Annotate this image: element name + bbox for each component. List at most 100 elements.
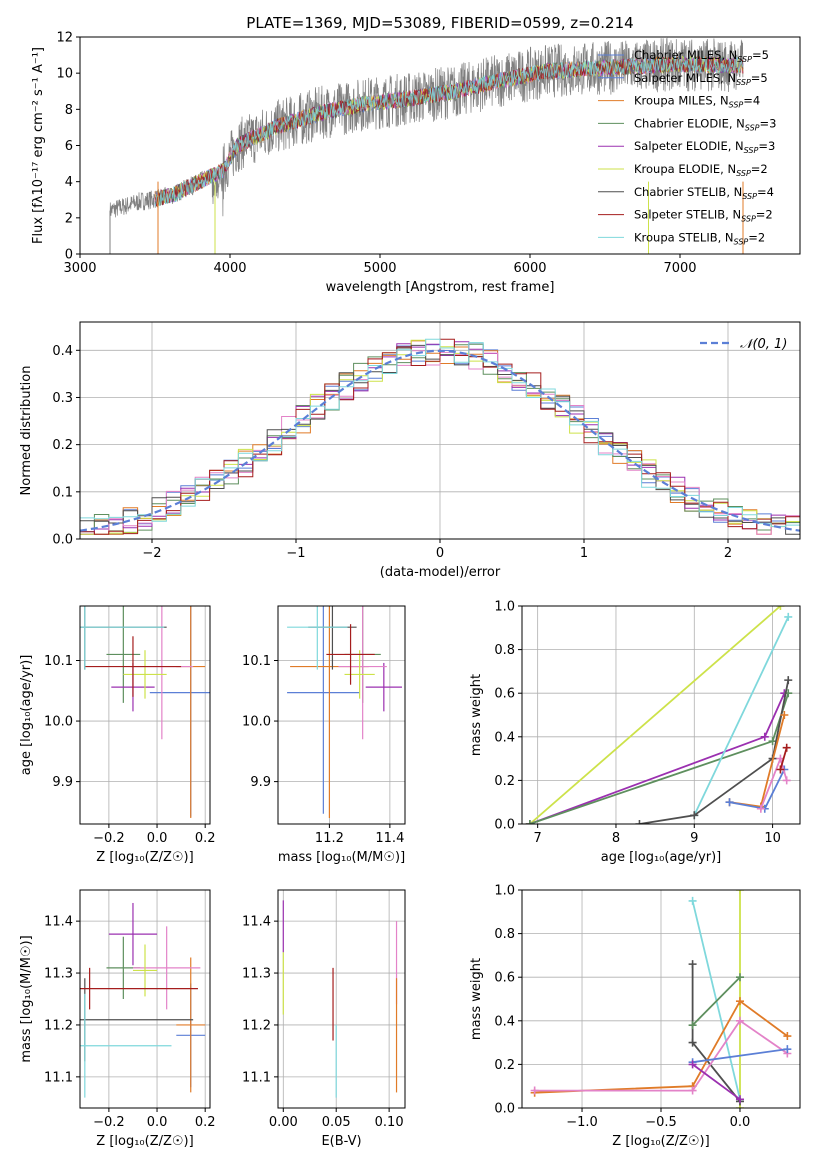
weight-marker bbox=[776, 765, 785, 774]
errorbar-points bbox=[80, 902, 206, 1098]
weight-marker bbox=[525, 820, 534, 824]
weight-line-cyan bbox=[693, 616, 790, 816]
grid-weight-vs-Z bbox=[522, 889, 800, 1109]
legend-label: Kroupa ELODIE, NSSP=2 bbox=[634, 162, 768, 178]
errorbar-point-pink bbox=[338, 606, 387, 740]
plot-frame bbox=[79, 321, 801, 540]
y-tick-label: 0.6 bbox=[494, 971, 515, 986]
x-tick-label: −1 bbox=[286, 546, 305, 561]
axes-residuals: −2 −1 0 1 2 0.0 0.1 0.2 0.3 0.4 (data-model)/error… bbox=[19, 321, 801, 580]
weight-marker bbox=[725, 798, 734, 807]
y-tick-label: 10.0 bbox=[44, 715, 73, 730]
legend-label: Chabrier MILES, NSSP=5 bbox=[634, 48, 769, 64]
errorbar-point-yellow bbox=[344, 650, 375, 699]
y-tick-label: 11.1 bbox=[44, 1070, 73, 1085]
weight-line-yellow bbox=[529, 606, 781, 824]
x-axis-label: E(B-V) bbox=[321, 1134, 361, 1149]
y-tick-label: 0.0 bbox=[494, 1102, 515, 1117]
x-tick-label: −0.5 bbox=[645, 1115, 677, 1130]
y-tick-label: 0.1 bbox=[52, 485, 73, 500]
y-tick-label: 1.0 bbox=[494, 884, 515, 899]
x-tick-label: 8 bbox=[612, 831, 620, 846]
weight-marker bbox=[784, 676, 793, 685]
x-tick-label: 0.05 bbox=[322, 1115, 351, 1130]
y-tick-label: 11.2 bbox=[242, 1018, 271, 1033]
residual-legend: 𝒩(0, 1) bbox=[700, 337, 787, 352]
axes-age-vs-Z: −0.2 0.0 0.2 9.9 10.0 10.1 Z [log₁₀(Z/Z☉)] age … bbox=[19, 605, 216, 865]
x-tick-label: 11.2 bbox=[315, 831, 344, 846]
weight-marker bbox=[760, 732, 769, 741]
y-tick-label: 8 bbox=[65, 103, 73, 118]
y-tick-label: 0.0 bbox=[52, 533, 73, 548]
errorbar-point-cyan bbox=[287, 606, 348, 670]
plot-frame bbox=[79, 605, 211, 825]
x-tick-label: 3000 bbox=[63, 261, 96, 276]
x-tick-label: −1.0 bbox=[566, 1115, 598, 1130]
grid-age-vs-Z bbox=[80, 606, 210, 824]
errorbar-points bbox=[287, 606, 402, 818]
weight-line-blue bbox=[692, 1048, 788, 1064]
weight-marker bbox=[688, 960, 697, 969]
weight-marker bbox=[688, 1021, 697, 1030]
spectrum-legend: Chabrier MILES, NSSP=5 Salpeter MILES, NS… bbox=[598, 48, 776, 246]
grid-weight-vs-age bbox=[522, 605, 800, 825]
y-tick-label: 10.1 bbox=[44, 654, 73, 669]
y-tick-label: 0.0 bbox=[494, 818, 515, 833]
weight-marker bbox=[735, 890, 744, 894]
y-tick-label: 11.4 bbox=[44, 915, 73, 930]
axes-age-vs-mass: 11.2 11.4 9.9 10.0 10.1 mass [log₁₀(M/M☉)] bbox=[242, 605, 406, 865]
x-axis-label: Z [log₁₀(Z/Z☉)] bbox=[612, 1134, 709, 1149]
spectrum-model-cyan bbox=[154, 56, 744, 207]
errorbar-point-yellow bbox=[123, 650, 167, 699]
grid-age-vs-mass bbox=[278, 606, 405, 824]
plot-frame bbox=[521, 605, 801, 825]
weight-marker bbox=[688, 896, 697, 905]
weight-line-green bbox=[691, 976, 741, 1026]
y-axis-label: mass [log₁₀(M/M☉)] bbox=[19, 935, 34, 1062]
x-tick-label: 0.00 bbox=[269, 1115, 298, 1130]
y-axis-label: age [log₁₀(age/yr)] bbox=[19, 655, 34, 776]
weight-series bbox=[530, 890, 792, 1108]
y-tick-label: 12 bbox=[56, 31, 73, 46]
weight-marker bbox=[783, 1032, 792, 1041]
x-tick-label: 7000 bbox=[663, 261, 696, 276]
y-tick-label: 0.6 bbox=[494, 687, 515, 702]
y-tick-label: 10.1 bbox=[242, 654, 271, 669]
weight-line-pink bbox=[534, 1019, 788, 1092]
x-tick-label: −0.2 bbox=[93, 831, 125, 846]
weight-marker bbox=[782, 776, 791, 785]
weight-marker bbox=[735, 1016, 744, 1025]
errorbar-points bbox=[282, 900, 398, 1098]
x-axis-label: Z [log₁₀(Z/Z☉)] bbox=[96, 1134, 193, 1149]
weight-line-blue bbox=[729, 769, 786, 810]
weight-marker bbox=[688, 1060, 697, 1069]
histogram-cyan bbox=[80, 338, 800, 527]
weight-line-dark bbox=[639, 679, 790, 824]
x-tick-label: −0.2 bbox=[93, 1115, 125, 1130]
x-tick-label: 5000 bbox=[363, 261, 396, 276]
errorbar-point-green bbox=[106, 606, 141, 703]
y-tick-label: 2 bbox=[65, 211, 73, 226]
weight-marker bbox=[735, 1095, 744, 1104]
y-tick-label: 9.9 bbox=[52, 775, 73, 790]
x-tick-label: 0.0 bbox=[147, 831, 168, 846]
y-axis-label: Normed distribution bbox=[19, 366, 34, 496]
y-tick-label: 0.3 bbox=[52, 391, 73, 406]
legend-label: Salpeter ELODIE, NSSP=3 bbox=[634, 139, 775, 155]
legend-label: 𝒩(0, 1) bbox=[740, 337, 787, 352]
weight-marker bbox=[735, 973, 744, 982]
y-tick-label: 11.2 bbox=[44, 1018, 73, 1033]
y-tick-label: 11.1 bbox=[242, 1070, 271, 1085]
x-tick-label: 0.2 bbox=[195, 831, 216, 846]
y-tick-label: 10 bbox=[56, 67, 73, 82]
errorbar-point-pink bbox=[132, 926, 201, 1010]
weight-marker bbox=[688, 1038, 697, 1047]
x-axis-label: mass [log₁₀(M/M☉)] bbox=[278, 850, 405, 865]
weight-marker bbox=[530, 1086, 539, 1095]
errorbar-point-orange bbox=[176, 957, 206, 1093]
x-tick-label: 0.0 bbox=[730, 1115, 751, 1130]
errorbar-point-cyan bbox=[80, 993, 172, 1098]
y-tick-label: 11.3 bbox=[44, 967, 73, 982]
weight-marker bbox=[635, 820, 644, 824]
y-tick-label: 0.4 bbox=[52, 344, 73, 359]
